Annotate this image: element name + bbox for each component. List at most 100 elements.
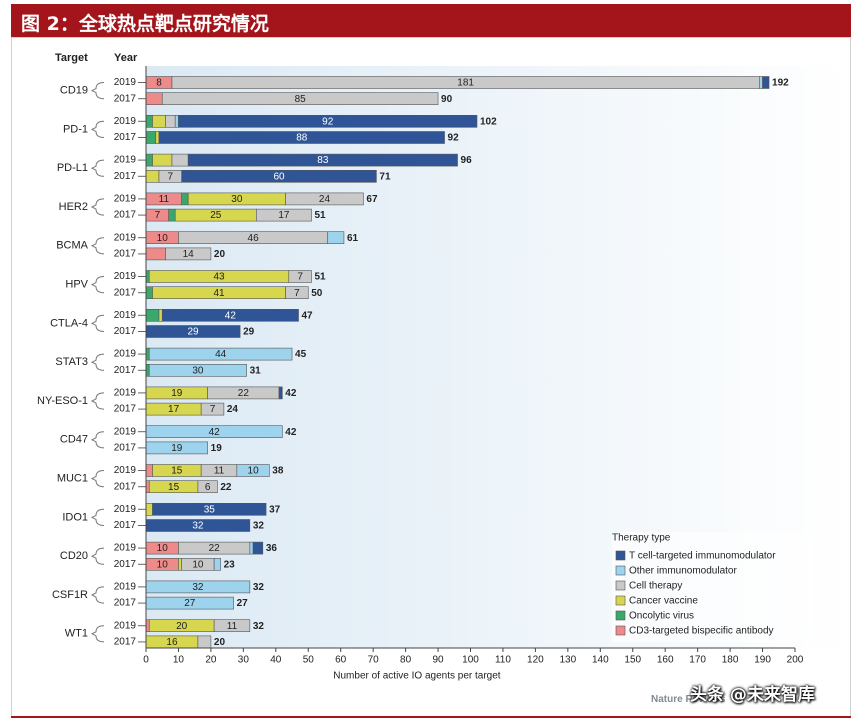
legend-swatch-cd3 xyxy=(615,625,626,636)
bar-total-label: 42 xyxy=(285,427,297,438)
bar-total-label: 20 xyxy=(214,637,226,648)
bar-total-label: 22 xyxy=(220,482,232,493)
target-label: BCMA xyxy=(56,240,88,252)
segment-label: 60 xyxy=(273,171,285,182)
target-label: CD47 xyxy=(60,434,88,446)
bar-segment-oncolytic xyxy=(145,286,153,300)
year-label: 2017 xyxy=(114,559,137,570)
bar-total-label: 32 xyxy=(253,582,265,593)
x-tick-label: 200 xyxy=(787,655,804,666)
segment-label: 7 xyxy=(210,404,216,415)
year-label: 2019 xyxy=(114,426,137,437)
x-tick-label: 130 xyxy=(560,655,577,666)
bar-total-label: 32 xyxy=(253,521,265,532)
bar-segment-other xyxy=(148,347,293,361)
x-tick-label: 90 xyxy=(432,655,444,666)
segment-label: 17 xyxy=(278,210,290,221)
bar-segment-cell xyxy=(197,480,218,494)
bar-segment-vaccine xyxy=(178,557,182,571)
legend-title: Therapy type xyxy=(612,533,671,544)
year-label: 2019 xyxy=(114,116,137,127)
year-label: 2019 xyxy=(114,620,137,631)
target-label: CSF1R xyxy=(52,589,88,601)
bar-segment-vaccine xyxy=(158,308,163,322)
segment-label: 8 xyxy=(156,78,162,89)
segment-label: 7 xyxy=(155,210,161,221)
year-label: 2017 xyxy=(114,443,137,454)
year-label: 2017 xyxy=(114,210,137,221)
segment-label: 43 xyxy=(213,272,225,283)
bar-segment-cell xyxy=(165,247,212,261)
segment-label: 7 xyxy=(294,288,300,299)
segment-label: 42 xyxy=(209,427,221,438)
x-axis-label: Number of active IO agents per target xyxy=(333,671,501,682)
bar-segment-other xyxy=(759,76,763,89)
segment-label: 11 xyxy=(214,466,225,477)
legend-swatch-t_cell xyxy=(615,550,626,561)
x-tick-label: 120 xyxy=(527,655,544,666)
year-label: 2019 xyxy=(114,349,137,360)
figure-banner: 图 2：全球热点靶点研究情况 xyxy=(11,4,851,37)
year-label: 2019 xyxy=(114,465,137,476)
target-bracket xyxy=(90,625,105,643)
segment-label: 11 xyxy=(159,194,170,205)
target-bracket xyxy=(90,508,105,526)
bar-total-label: 92 xyxy=(448,133,460,144)
segment-label: 10 xyxy=(157,233,169,244)
bar-segment-t_cell xyxy=(187,153,458,167)
target-bracket xyxy=(90,470,105,488)
year-label: 2019 xyxy=(114,582,137,593)
bar-segment-oncolytic xyxy=(181,192,189,206)
segment-label: 10 xyxy=(192,559,204,570)
x-tick-label: 40 xyxy=(270,655,282,666)
bar-segment-cell xyxy=(285,192,364,206)
x-tick-label: 30 xyxy=(238,655,250,666)
target-label: HER2 xyxy=(59,201,88,213)
bar-total-label: 61 xyxy=(347,233,359,244)
year-label: 2019 xyxy=(114,504,137,515)
x-tick-label: 150 xyxy=(624,655,641,666)
target-bracket xyxy=(90,547,105,565)
bar-segment-oncolytic xyxy=(145,115,153,128)
bar-segment-t_cell xyxy=(158,131,445,144)
bar-segment-vaccine xyxy=(155,131,160,144)
target-bracket xyxy=(90,198,105,216)
bar-segment-t_cell xyxy=(762,76,770,89)
bar-segment-other xyxy=(327,231,345,244)
legend-swatch-cell xyxy=(615,580,626,591)
bar-total-label: 47 xyxy=(302,310,314,321)
bar-total-label: 192 xyxy=(772,78,789,89)
x-tick-label: 70 xyxy=(368,655,380,666)
target-label: MUC1 xyxy=(57,473,88,485)
segment-label: 22 xyxy=(209,543,221,554)
segment-label: 30 xyxy=(192,365,204,376)
x-tick-label: 10 xyxy=(173,655,185,666)
target-bracket xyxy=(90,276,105,294)
bar-segment-cell xyxy=(213,619,251,633)
segment-label: 88 xyxy=(296,133,308,144)
segment-label: 30 xyxy=(231,194,243,205)
year-label: 2017 xyxy=(114,520,137,531)
segment-label: 85 xyxy=(295,94,307,105)
segment-label: 44 xyxy=(215,349,227,360)
bar-segment-vaccine xyxy=(145,170,160,183)
bar-total-label: 31 xyxy=(250,365,262,376)
segment-label: 32 xyxy=(192,521,204,532)
bar-total-label: 20 xyxy=(214,249,226,260)
bar-segment-other xyxy=(213,557,221,571)
target-bracket xyxy=(90,431,105,449)
target-axis-header: Target xyxy=(55,52,88,64)
bar-segment-oncolytic xyxy=(145,308,160,322)
legend-entry-label: Oncolytic virus xyxy=(629,611,694,622)
segment-label: 7 xyxy=(297,272,303,283)
x-tick-label: 170 xyxy=(689,655,706,666)
bar-total-label: 67 xyxy=(366,194,378,205)
bar-segment-other xyxy=(174,115,179,128)
legend-entry-label: Other immunomodulator xyxy=(629,566,737,577)
legend-swatch-vaccine xyxy=(615,595,626,606)
year-label: 2019 xyxy=(114,271,137,282)
bar-segment-other xyxy=(249,541,254,555)
year-label: 2019 xyxy=(114,543,137,554)
year-label: 2017 xyxy=(114,637,137,648)
target-bracket xyxy=(90,353,105,371)
